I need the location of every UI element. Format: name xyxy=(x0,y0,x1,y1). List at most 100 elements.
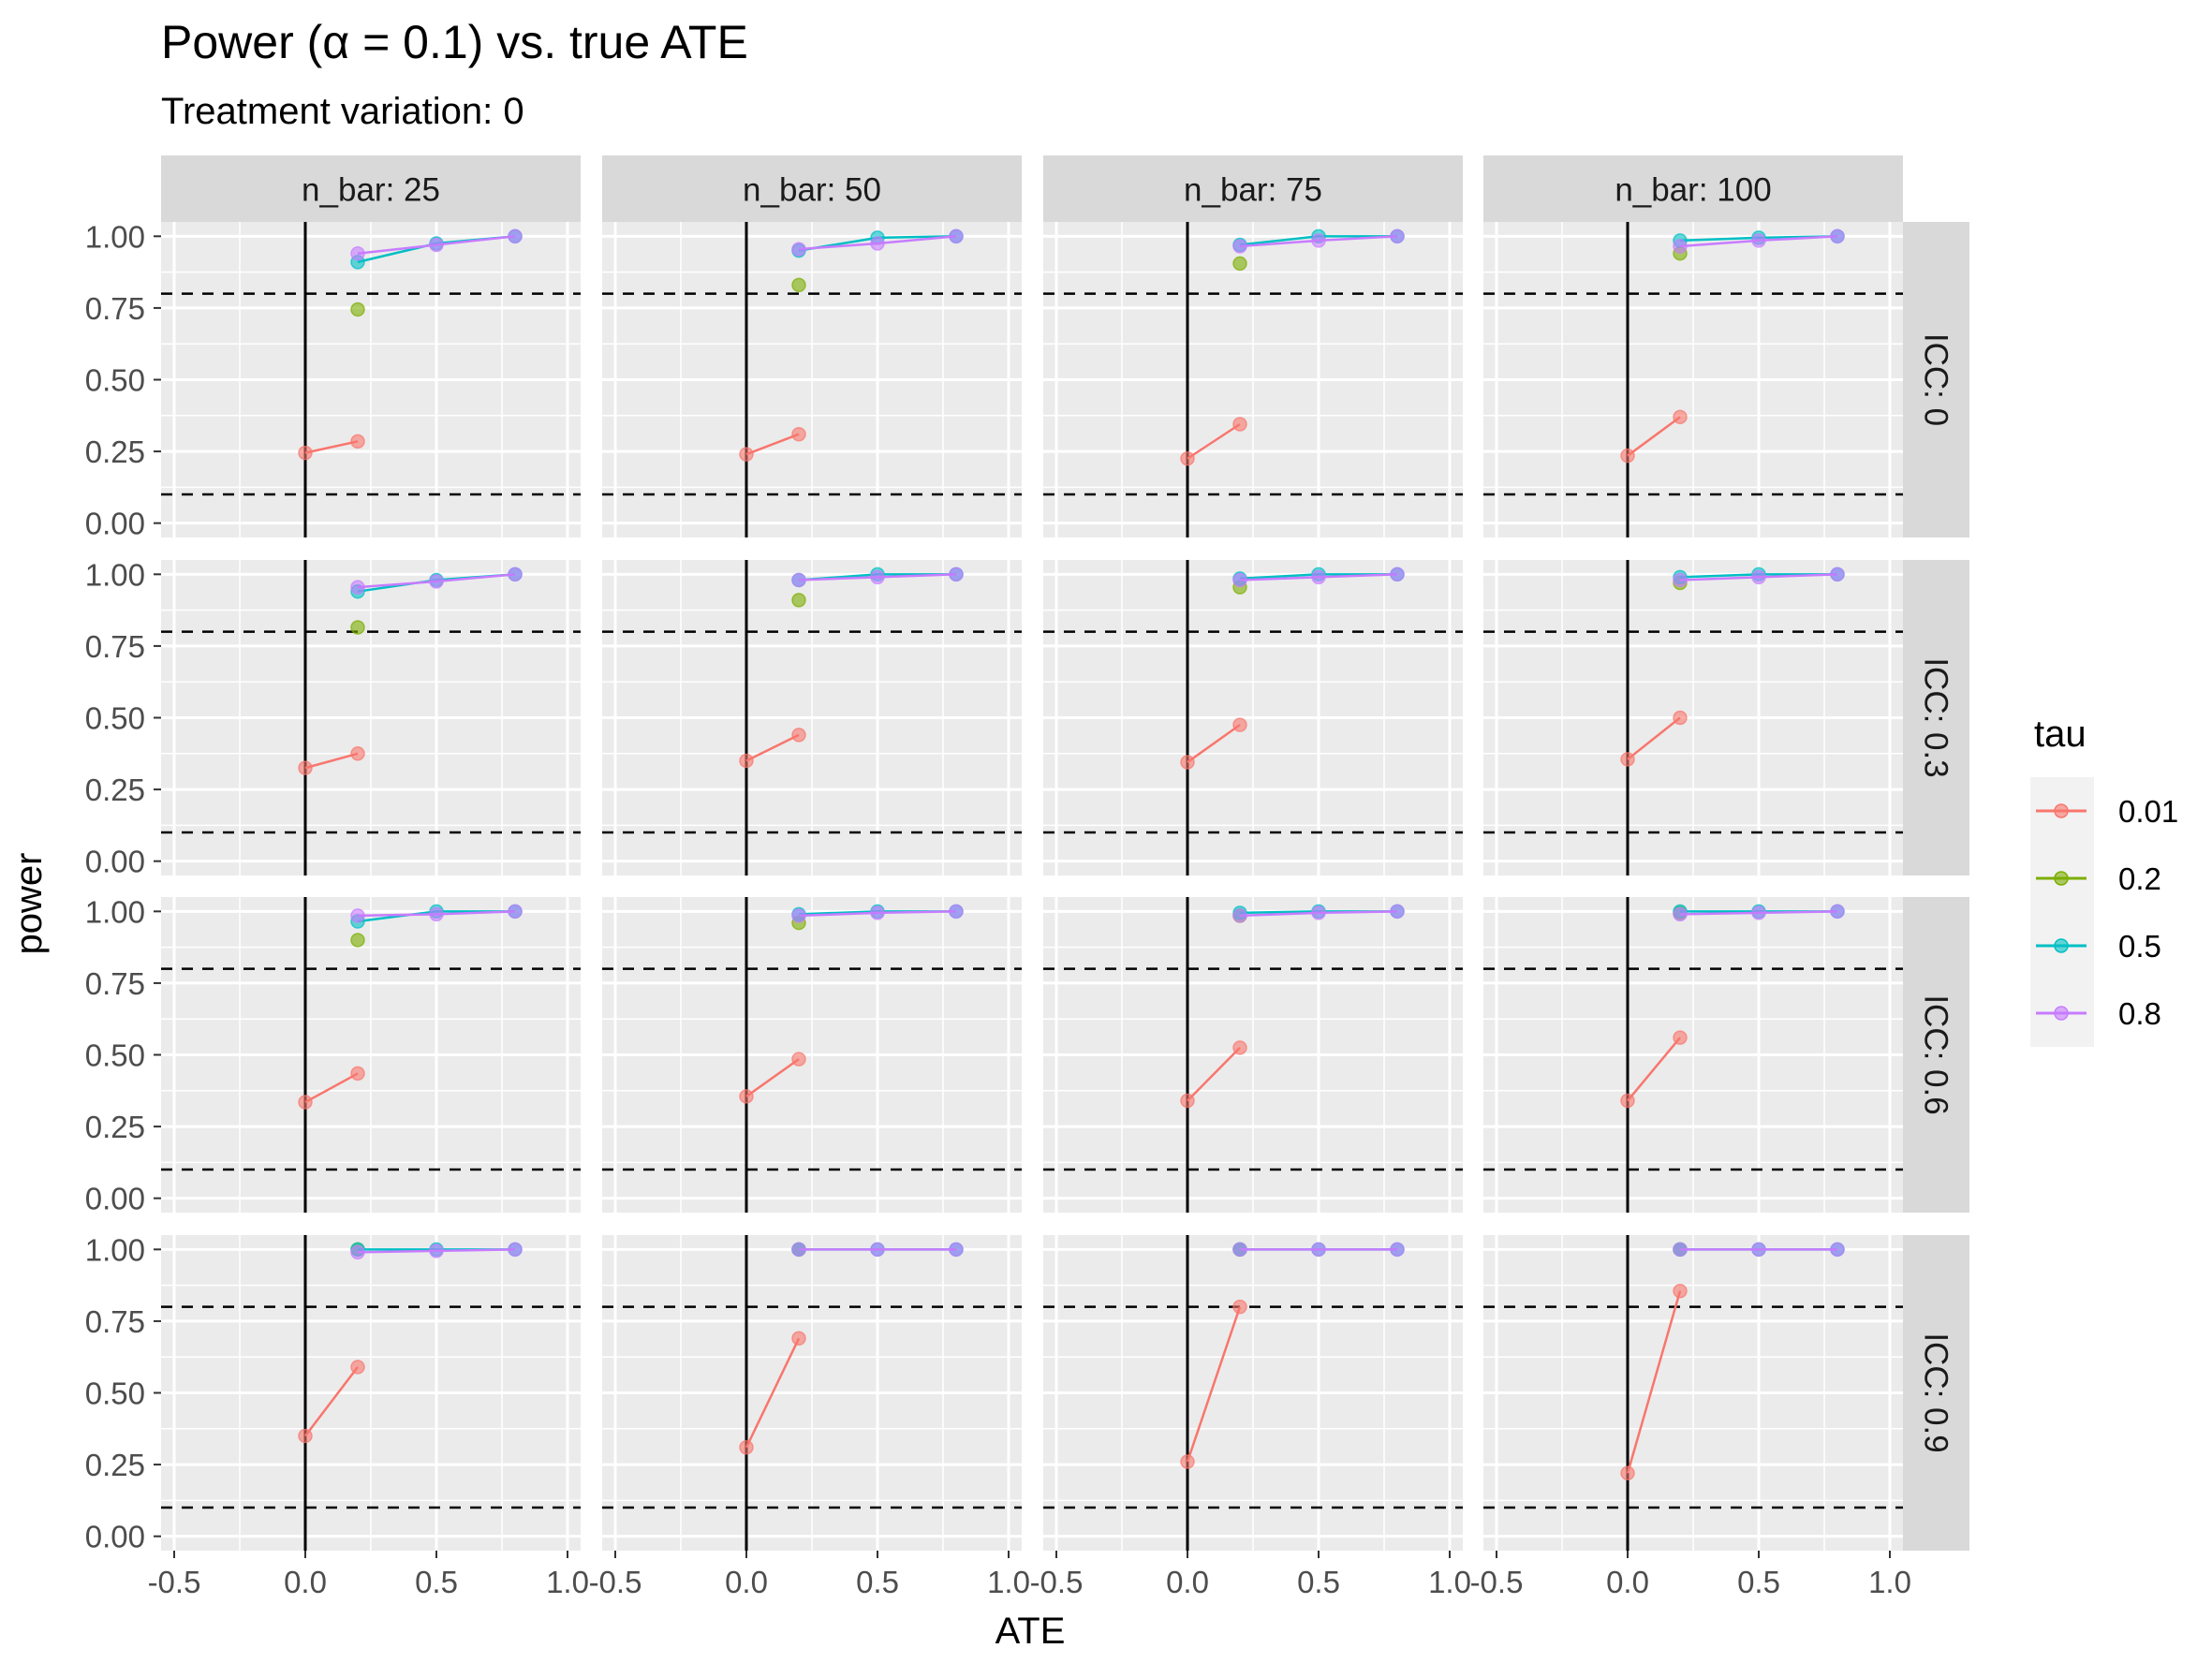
y-tick-label: 1.00 xyxy=(85,1232,145,1267)
facet-panel xyxy=(1483,222,1903,537)
x-tick-label: 0.0 xyxy=(1606,1565,1649,1599)
data-point xyxy=(350,933,365,948)
data-point xyxy=(791,908,806,923)
data-point xyxy=(1311,905,1326,920)
facet-panel xyxy=(1483,560,1903,876)
data-point xyxy=(1311,1242,1326,1258)
data-point xyxy=(1311,569,1326,585)
panel-series-group xyxy=(1620,904,1845,1109)
data-point xyxy=(298,445,313,461)
facet-panel xyxy=(602,1235,1022,1551)
legend: tau 0.01 0.2 0.5 0.8 xyxy=(2030,714,2178,1047)
panel-series-group xyxy=(1620,228,1845,464)
data-point xyxy=(350,580,365,595)
data-point xyxy=(791,1242,806,1258)
y-tick-label: 0.25 xyxy=(85,434,145,469)
facet-panel xyxy=(602,897,1022,1213)
data-point xyxy=(1830,228,1845,244)
series-line xyxy=(1627,416,1681,457)
data-point xyxy=(350,245,365,261)
facet-strip-col xyxy=(161,155,581,222)
y-tick-label: 0.50 xyxy=(85,1376,145,1411)
panel-series-group xyxy=(1180,567,1405,770)
panel-series-group xyxy=(1180,904,1405,1109)
data-point xyxy=(1673,1283,1688,1299)
series-line xyxy=(1627,1037,1681,1102)
facet-label-col: n_bar: 25 xyxy=(302,172,440,209)
data-point xyxy=(298,1428,313,1444)
y-tick-label: 0.00 xyxy=(85,1182,145,1216)
panel-series-group xyxy=(298,228,523,461)
facet-label-col: n_bar: 50 xyxy=(743,172,881,209)
data-point xyxy=(1751,233,1766,248)
series-line xyxy=(304,440,359,454)
data-point xyxy=(1180,1093,1195,1109)
panel-series-group xyxy=(298,1242,523,1444)
facet-panel xyxy=(161,1235,581,1551)
panel-series-group xyxy=(739,567,964,769)
data-point xyxy=(1673,239,1688,254)
data-point xyxy=(350,434,365,449)
data-point xyxy=(870,569,885,585)
y-tick-label: 0.25 xyxy=(85,1110,145,1144)
data-point xyxy=(508,1242,523,1258)
data-point xyxy=(298,1095,313,1110)
data-point xyxy=(350,620,365,635)
legend-key-point xyxy=(2054,803,2069,818)
data-point xyxy=(350,908,365,923)
x-tick-label: 0.5 xyxy=(856,1565,899,1599)
x-tick-label: -0.5 xyxy=(148,1565,201,1599)
facet-strip-col xyxy=(1043,155,1463,222)
facet-panel xyxy=(1043,222,1463,537)
series-line xyxy=(1187,724,1241,764)
y-tick-label: 0.75 xyxy=(85,291,145,326)
series-line xyxy=(1187,422,1241,460)
data-point xyxy=(791,277,806,293)
legend-label: 0.01 xyxy=(2118,794,2178,829)
data-point xyxy=(1232,1299,1247,1315)
legend-title: tau xyxy=(2034,714,2087,755)
panel-series-group xyxy=(1180,1242,1405,1469)
x-tick-label: 1.0 xyxy=(1868,1565,1911,1599)
x-tick-label: 0.5 xyxy=(1297,1565,1340,1599)
data-point xyxy=(791,1331,806,1347)
legend-key-background xyxy=(2030,777,2094,1047)
y-tick-label: 0.50 xyxy=(85,1038,145,1073)
data-point xyxy=(791,1052,806,1067)
data-point xyxy=(1232,572,1247,588)
facet-label-row: ICC: 0.3 xyxy=(1918,657,1954,777)
data-point xyxy=(1232,417,1247,432)
facet-panel xyxy=(161,897,581,1213)
series-line xyxy=(1627,716,1681,760)
x-tick-label: 0.5 xyxy=(1737,1565,1780,1599)
y-tick-label: 0.25 xyxy=(85,1448,145,1482)
y-tick-label: 0.75 xyxy=(85,1304,145,1339)
data-point xyxy=(1751,569,1766,585)
x-tick-label: -0.5 xyxy=(1470,1565,1524,1599)
x-tick-label: 0.0 xyxy=(1166,1565,1209,1599)
data-point xyxy=(429,1244,444,1258)
series-line xyxy=(1186,1306,1242,1463)
data-point xyxy=(1673,906,1688,922)
facet-panel xyxy=(1483,897,1903,1213)
y-tick-label: 1.00 xyxy=(85,894,145,929)
series-line xyxy=(304,1366,359,1437)
data-point xyxy=(739,447,754,462)
y-tick-label: 0.25 xyxy=(85,773,145,807)
series-line xyxy=(304,752,359,770)
x-tick-label: 1.0 xyxy=(546,1565,589,1599)
facet-panel xyxy=(1043,560,1463,876)
data-point xyxy=(739,1439,754,1455)
facet-panel xyxy=(602,560,1022,876)
data-point xyxy=(791,426,806,442)
facet-panel xyxy=(1043,897,1463,1213)
series-line xyxy=(745,433,800,456)
data-point xyxy=(1232,717,1247,732)
data-point xyxy=(350,1244,365,1260)
panel-series-group xyxy=(1620,567,1845,767)
data-point xyxy=(1390,228,1405,244)
x-tick-label: -0.5 xyxy=(589,1565,642,1599)
data-point xyxy=(791,728,806,743)
data-point xyxy=(298,760,313,775)
facet-label-col: n_bar: 100 xyxy=(1615,172,1771,209)
